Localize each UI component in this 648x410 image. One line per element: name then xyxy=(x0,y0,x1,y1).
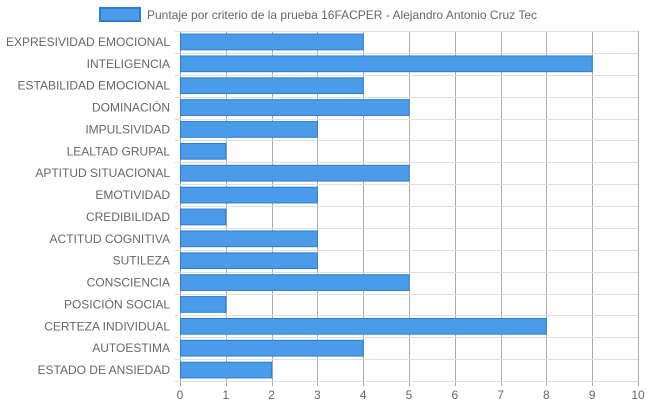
bar-8[interactable] xyxy=(180,186,318,204)
category-label: IMPULSIVIDAD xyxy=(85,122,170,136)
category-label: POSICIÓN SOCIAL xyxy=(64,296,170,311)
x-tick-labels: 0 1 2 3 4 5 6 7 8 9 10 xyxy=(177,388,645,402)
category-label: CERTEZA INDIVIDUAL xyxy=(44,319,170,333)
bar-7[interactable] xyxy=(180,164,410,182)
x-tick-label: 8 xyxy=(543,388,550,402)
bar-13[interactable] xyxy=(180,296,227,313)
category-label: EXPRESIVIDAD EMOCIONAL xyxy=(6,35,170,49)
category-label: EMOTIVIDAD xyxy=(95,188,170,202)
legend-swatch xyxy=(99,7,141,22)
x-tick-label: 5 xyxy=(406,388,413,402)
category-label: DOMINACIÓN xyxy=(92,100,170,115)
bar-1[interactable] xyxy=(180,33,364,51)
x-tick-label: 3 xyxy=(314,388,321,402)
x-tick-label: 10 xyxy=(631,388,645,402)
bar-11[interactable] xyxy=(180,252,318,270)
category-label: ACTITUD COGNITIVA xyxy=(50,232,170,246)
category-label: ESTABILIDAD EMOCIONAL xyxy=(18,79,171,93)
category-label: CREDIBILIDAD xyxy=(86,210,170,224)
legend-label: Puntaje por criterio de la prueba 16FACP… xyxy=(147,8,537,22)
x-tick-label: 4 xyxy=(360,388,367,402)
bar-2[interactable] xyxy=(180,55,593,73)
bar-4[interactable] xyxy=(180,99,410,116)
category-label: CONSCIENCIA xyxy=(87,276,170,290)
x-tick-label: 2 xyxy=(268,388,275,402)
bar-12[interactable] xyxy=(180,274,410,291)
bar-14[interactable] xyxy=(180,317,547,335)
bar-10[interactable] xyxy=(180,230,318,248)
bar-16[interactable] xyxy=(180,361,273,379)
bar-5[interactable] xyxy=(180,121,318,138)
grid xyxy=(175,31,639,386)
category-label: INTELIGENCIA xyxy=(87,57,170,71)
category-label: SUTILEZA xyxy=(113,254,170,268)
x-tick-label: 7 xyxy=(497,388,504,402)
category-labels: EXPRESIVIDAD EMOCIONAL INTELIGENCIA ESTABI… xyxy=(6,35,170,377)
bar-15[interactable] xyxy=(180,339,364,357)
legend[interactable]: Puntaje por criterio de la prueba 16FACP… xyxy=(99,7,537,22)
x-tick-label: 1 xyxy=(222,388,229,402)
category-label: ESTADO DE ANSIEDAD xyxy=(38,363,171,377)
bar-6[interactable] xyxy=(180,142,227,160)
x-tick-label: 0 xyxy=(177,388,184,402)
bar-9[interactable] xyxy=(180,208,227,226)
bar-3[interactable] xyxy=(180,77,364,95)
category-label: LEALTAD GRUPAL xyxy=(67,144,171,158)
x-tick-label: 9 xyxy=(589,388,596,402)
bars xyxy=(180,33,593,379)
x-tick-label: 6 xyxy=(451,388,458,402)
category-label: APTITUD SITUACIONAL xyxy=(35,166,170,180)
category-label: AUTOESTIMA xyxy=(92,341,170,355)
